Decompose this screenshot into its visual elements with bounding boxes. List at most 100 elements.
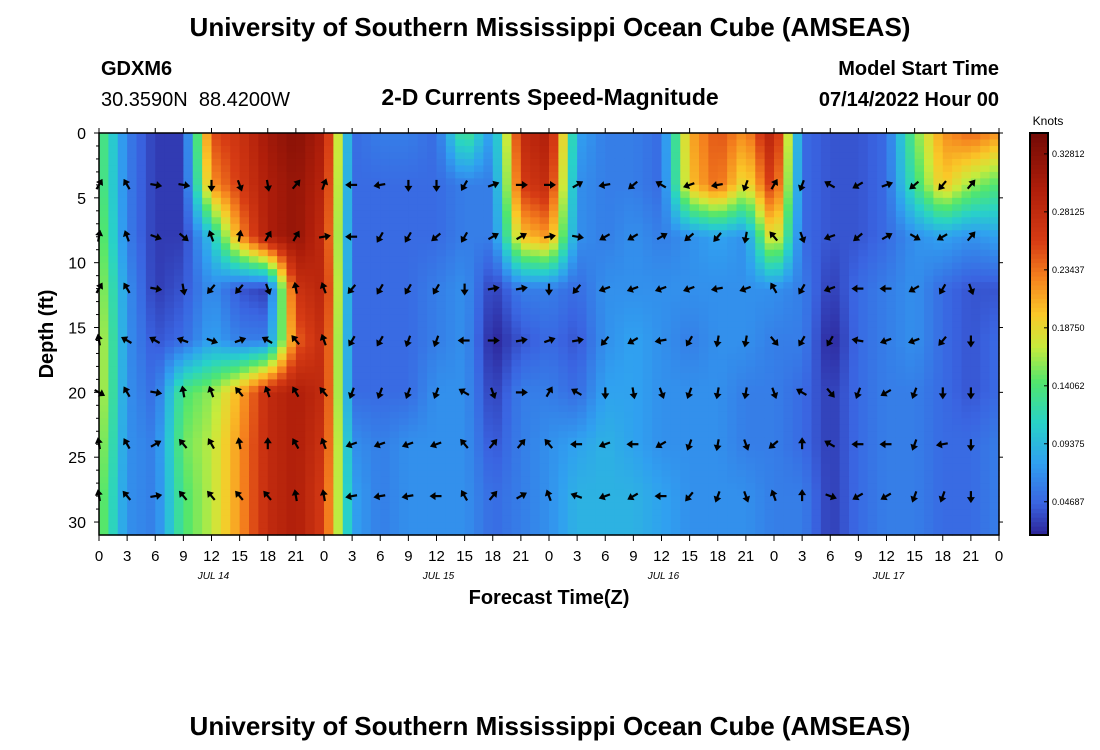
heat-cell	[145, 217, 156, 225]
heat-cell	[174, 385, 184, 393]
heat-cell	[689, 327, 700, 335]
heat-cell	[849, 165, 859, 173]
heat-cell	[924, 295, 934, 303]
heat-cell	[136, 450, 147, 458]
heat-cell	[389, 158, 400, 167]
heat-cell	[539, 236, 550, 244]
heat-cell	[877, 379, 888, 387]
heat-cell	[305, 217, 316, 225]
heat-cell	[642, 133, 653, 141]
heat-cell	[886, 405, 897, 413]
heat-cell	[839, 327, 850, 335]
heat-cell	[520, 243, 531, 251]
heat-cell	[108, 418, 119, 426]
heat-cell	[145, 418, 156, 426]
heat-cell	[642, 366, 653, 374]
heat-cell	[867, 191, 878, 199]
heat-cell	[942, 197, 953, 205]
heat-cell	[127, 424, 138, 432]
heat-cell	[886, 340, 897, 348]
heat-cell	[164, 210, 175, 218]
heat-cell	[886, 210, 897, 218]
heat-cell	[970, 249, 981, 257]
heat-cell	[858, 424, 869, 432]
heat-cell	[277, 210, 288, 218]
heat-cell	[267, 450, 278, 458]
heat-cell	[642, 178, 653, 186]
heat-cell	[342, 165, 353, 173]
heat-cell	[145, 236, 156, 244]
heat-cell	[736, 372, 747, 380]
heat-cell	[914, 152, 925, 160]
heat-cell	[614, 288, 625, 296]
heat-cell	[895, 243, 906, 251]
heat-cell	[202, 282, 213, 290]
heat-cell	[267, 346, 278, 355]
heat-cell	[502, 236, 513, 244]
heat-cell	[792, 145, 803, 154]
heat-cell	[183, 314, 194, 322]
heat-cell	[511, 139, 522, 147]
heat-cell	[361, 314, 372, 322]
heat-cell	[914, 398, 925, 406]
heat-cell	[511, 275, 522, 283]
heat-cell	[380, 236, 391, 244]
heat-cell	[455, 308, 466, 316]
heat-cell	[736, 204, 747, 212]
heat-cell	[474, 379, 484, 387]
heat-cell	[858, 158, 869, 167]
heat-cell	[952, 184, 963, 192]
heat-cell	[464, 249, 475, 257]
heat-cell	[624, 165, 634, 173]
heat-cell	[970, 366, 981, 374]
heat-cell	[567, 366, 578, 374]
heat-cell	[614, 385, 625, 393]
heat-cell	[136, 405, 147, 413]
heat-cell	[792, 139, 803, 147]
heat-cell	[595, 437, 606, 445]
heat-cell	[605, 353, 616, 361]
heat-cell	[174, 269, 184, 277]
heat-cell	[389, 282, 400, 290]
heat-cell	[820, 385, 831, 393]
heat-cell	[961, 398, 972, 406]
heat-cell	[370, 295, 381, 303]
heat-cell	[595, 191, 606, 199]
heat-cell	[727, 178, 738, 186]
heat-cell	[699, 295, 709, 303]
heat-cell	[389, 275, 400, 283]
heat-cell	[549, 424, 559, 432]
heat-cell	[624, 158, 634, 167]
heat-cell	[520, 152, 531, 160]
heat-cell	[427, 405, 438, 413]
heat-cell	[370, 340, 381, 348]
heat-cell	[417, 236, 428, 244]
heat-cell	[774, 379, 784, 387]
heat-cell	[99, 269, 109, 277]
heat-cell	[164, 178, 175, 186]
heat-cell	[802, 171, 813, 179]
heat-cell	[811, 359, 822, 368]
heat-cell	[108, 275, 119, 283]
heat-cell	[783, 385, 794, 393]
heat-cell	[952, 444, 963, 452]
heat-cell	[989, 431, 1000, 439]
heat-cell	[980, 133, 991, 141]
heat-cell	[417, 217, 428, 225]
heat-cell	[577, 411, 588, 419]
heat-cell	[980, 243, 991, 251]
heat-cell	[952, 158, 963, 167]
heat-cell	[708, 197, 719, 205]
heat-cell	[136, 392, 147, 400]
heat-cell	[717, 236, 728, 244]
heat-cell	[717, 204, 728, 212]
heat-cell	[577, 191, 588, 199]
heat-cell	[567, 139, 578, 147]
heat-cell	[520, 269, 531, 277]
heat-cell	[858, 133, 869, 141]
heat-cell	[342, 275, 353, 283]
heat-cell	[849, 171, 859, 179]
heat-cell	[408, 424, 419, 432]
heat-cell	[811, 191, 822, 199]
heat-cell	[445, 249, 456, 257]
